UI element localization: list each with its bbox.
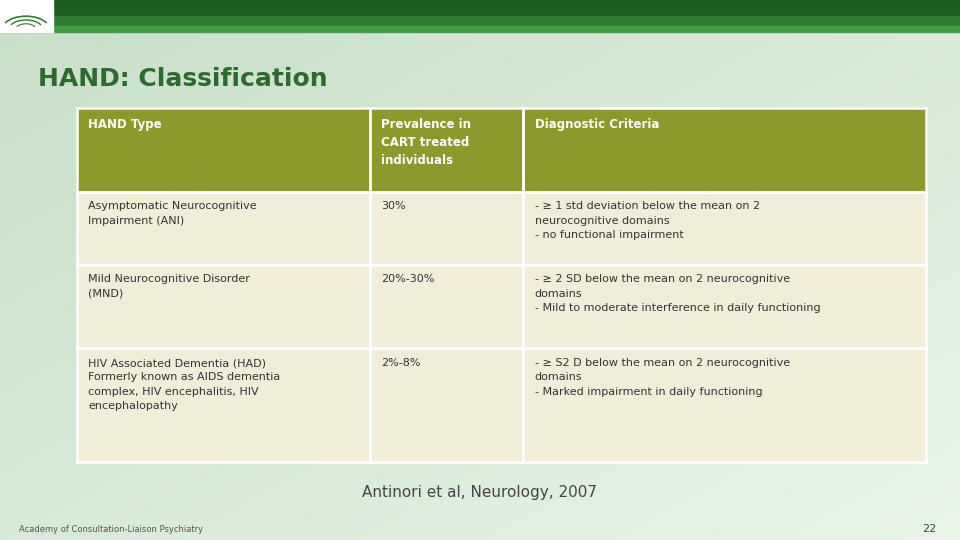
Text: Academy of Consultation-Liaison Psychiatry: Academy of Consultation-Liaison Psychiat… — [19, 524, 204, 534]
Bar — [77, 265, 370, 348]
Bar — [77, 192, 370, 265]
Bar — [523, 108, 926, 192]
Bar — [77, 108, 370, 192]
Bar — [523, 192, 926, 265]
Text: - ≥ 2 SD below the mean on 2 neurocognitive
domains
- Mild to moderate interfere: - ≥ 2 SD below the mean on 2 neurocognit… — [535, 274, 821, 313]
Text: Mild Neurocognitive Disorder
(MND): Mild Neurocognitive Disorder (MND) — [88, 274, 251, 299]
Bar — [370, 108, 523, 192]
Text: - ≥ S2 D below the mean on 2 neurocognitive
domains
- Marked impairment in daily: - ≥ S2 D below the mean on 2 neurocognit… — [535, 358, 790, 397]
Bar — [370, 192, 523, 265]
Bar — [370, 348, 523, 462]
Text: HAND Type: HAND Type — [88, 118, 162, 131]
Text: 20%-30%: 20%-30% — [381, 274, 435, 285]
Bar — [0, 0, 960, 16]
Text: 2%-8%: 2%-8% — [381, 358, 420, 368]
Text: HAND: Classification: HAND: Classification — [38, 68, 328, 91]
Bar — [77, 348, 370, 462]
Bar — [523, 265, 926, 348]
Bar — [0, 0, 53, 32]
Text: - ≥ 1 std deviation below the mean on 2
neurocognitive domains
- no functional i: - ≥ 1 std deviation below the mean on 2 … — [535, 201, 760, 240]
Bar — [370, 265, 523, 348]
Text: 22: 22 — [922, 523, 936, 534]
Text: Asymptomatic Neurocognitive
Impairment (ANI): Asymptomatic Neurocognitive Impairment (… — [88, 201, 257, 226]
Bar — [523, 348, 926, 462]
Bar — [0, 26, 960, 32]
Text: 30%: 30% — [381, 201, 406, 212]
Text: Antinori et al, Neurology, 2007: Antinori et al, Neurology, 2007 — [363, 485, 597, 500]
Text: Diagnostic Criteria: Diagnostic Criteria — [535, 118, 660, 131]
Text: HIV Associated Dementia (HAD)
Formerly known as AIDS dementia
complex, HIV encep: HIV Associated Dementia (HAD) Formerly k… — [88, 358, 280, 411]
Text: Prevalence in
CART treated
individuals: Prevalence in CART treated individuals — [381, 118, 471, 167]
Bar — [0, 16, 960, 26]
